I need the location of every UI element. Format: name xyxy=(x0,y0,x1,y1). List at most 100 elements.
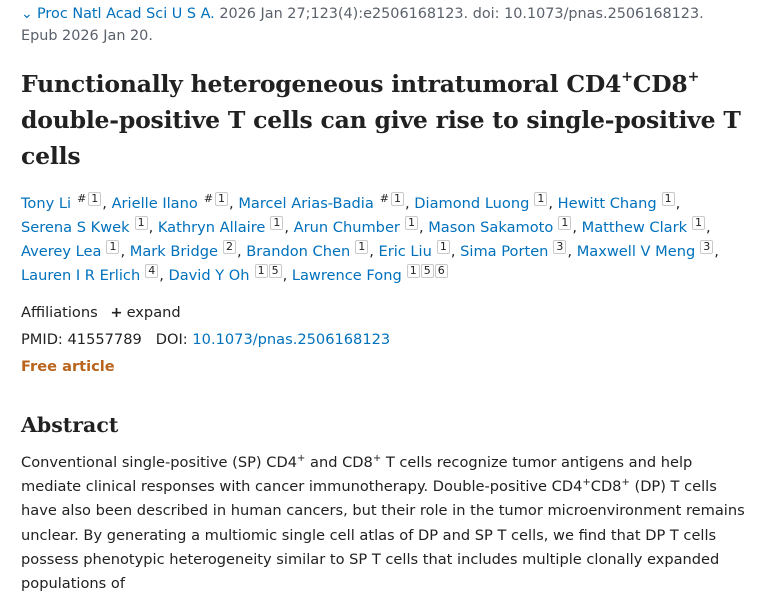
author-link[interactable]: Lawrence Fong xyxy=(291,267,402,284)
author-link[interactable]: Eric Liu xyxy=(378,243,432,260)
citation: ⌄ Proc Natl Acad Sci U S A. 2026 Jan 27;1… xyxy=(21,3,751,47)
author-item: Matthew Clark 1 xyxy=(581,216,706,236)
author-link[interactable]: Hewitt Chang xyxy=(557,195,657,212)
equal-contribution-mark: # xyxy=(379,192,389,206)
author-link[interactable]: Matthew Clark xyxy=(581,219,688,236)
affiliation-ref[interactable]: 1 xyxy=(661,192,675,207)
author-link[interactable]: David Y Oh xyxy=(168,267,250,284)
abstract-heading: Abstract xyxy=(21,413,119,437)
article-title: Functionally heterogeneous intratumoral … xyxy=(21,66,751,174)
author-link[interactable]: Mason Sakamoto xyxy=(428,219,554,236)
author-item: Lawrence Fong 1 5 6 xyxy=(291,264,449,284)
author-affiliation-marks: 1 xyxy=(354,240,369,255)
affiliation-ref[interactable]: 1 xyxy=(270,216,284,231)
author-link[interactable]: Arielle Ilano xyxy=(111,195,198,212)
author-link[interactable]: Averey Lea xyxy=(21,243,102,260)
affiliation-ref[interactable]: 1 xyxy=(558,216,572,231)
author-affiliation-marks: 1 xyxy=(533,192,548,207)
epub-date: Epub 2026 Jan 20. xyxy=(21,28,153,44)
expand-label: expand xyxy=(126,304,181,321)
author-item: Sima Porten 3 xyxy=(460,240,567,260)
affiliation-ref[interactable]: 1 xyxy=(404,216,418,231)
author-list: Tony Li #1, Arielle Ilano #1, Marcel Arias… xyxy=(21,192,719,284)
author-item: Hewitt Chang 1 xyxy=(557,192,676,212)
affiliation-ref[interactable]: 5 xyxy=(420,264,434,279)
journal-link[interactable]: Proc Natl Acad Sci U S A. xyxy=(37,6,215,22)
author-affiliation-marks: #1 xyxy=(75,192,102,207)
title-text-1: Functionally heterogeneous intratumoral … xyxy=(21,70,622,98)
doi-label: DOI: xyxy=(155,331,188,348)
expand-affiliations-button[interactable]: + expand xyxy=(110,304,180,321)
author-link[interactable]: Kathryn Allaire xyxy=(157,219,266,236)
affiliation-ref[interactable]: 5 xyxy=(268,264,282,279)
free-article-badge: Free article xyxy=(21,358,115,375)
author-link[interactable]: Diamond Luong xyxy=(414,195,530,212)
doi-link[interactable]: 10.1073/pnas.2506168123 xyxy=(192,331,391,348)
author-link[interactable]: Arun Chumber xyxy=(293,219,400,236)
author-affiliation-marks: 1 xyxy=(436,240,450,255)
author-link[interactable]: Serena S Kwek xyxy=(21,219,130,236)
author-item: Eric Liu 1 xyxy=(378,240,450,260)
title-sup-1: + xyxy=(621,69,633,86)
author-link[interactable]: Mark Bridge xyxy=(129,243,218,260)
affiliation-ref[interactable]: 1 xyxy=(106,240,120,255)
affiliation-ref[interactable]: 1 xyxy=(436,240,450,255)
affiliation-ref[interactable]: 1 xyxy=(692,216,706,231)
affiliation-ref[interactable]: 1 xyxy=(406,264,420,279)
author-affiliation-marks: 1 xyxy=(691,216,706,231)
author-item: Diamond Luong 1 xyxy=(414,192,548,212)
plus-icon: + xyxy=(110,304,123,321)
author-link[interactable]: Tony Li xyxy=(21,195,72,212)
author-affiliation-marks: 1 xyxy=(269,216,284,231)
affiliation-ref[interactable]: 1 xyxy=(355,240,369,255)
author-link[interactable]: Maxwell V Meng xyxy=(576,243,696,260)
affiliation-ref[interactable]: 3 xyxy=(700,240,714,255)
author-affiliation-marks: 1 xyxy=(661,192,675,207)
author-item: Arielle Ilano #1 xyxy=(111,192,229,212)
author-affiliation-marks: 1 xyxy=(134,216,148,231)
author-affiliation-marks: 3 xyxy=(699,240,714,255)
affiliations-label: Affiliations xyxy=(21,304,98,321)
author-affiliation-marks: 1 xyxy=(557,216,572,231)
title-text-3: double-positive T cells can give rise to… xyxy=(21,106,741,170)
author-link[interactable]: Marcel Arias-Badia xyxy=(238,195,374,212)
affiliation-ref[interactable]: 4 xyxy=(145,264,159,279)
affiliation-ref[interactable]: 6 xyxy=(434,264,448,279)
author-link[interactable]: Sima Porten xyxy=(460,243,549,260)
author-item: Lauren I R Erlich 4 xyxy=(21,264,159,284)
equal-contribution-mark: # xyxy=(203,192,214,206)
author-item: Kathryn Allaire 1 xyxy=(157,216,285,236)
author-affiliation-marks: 3 xyxy=(552,240,567,255)
pmid-value: 41557789 xyxy=(67,331,142,348)
author-item: Mark Bridge 2 xyxy=(129,240,237,260)
title-text-2: CD8 xyxy=(632,70,688,98)
affiliations: Affiliations + expand xyxy=(21,302,181,324)
affiliation-ref[interactable]: 1 xyxy=(134,216,148,231)
title-sup-2: + xyxy=(687,69,700,86)
author-affiliation-marks: 2 xyxy=(222,240,236,255)
author-item: Averey Lea 1 xyxy=(21,240,120,260)
identifiers: PMID: 41557789 DOI: 10.1073/pnas.25061681… xyxy=(21,329,390,351)
author-affiliation-marks: 1 xyxy=(105,240,120,255)
pmid-label: PMID: xyxy=(21,331,63,348)
affiliation-ref[interactable]: 1 xyxy=(534,192,548,207)
abstract-text: Conventional single-positive (SP) CD4+ a… xyxy=(21,453,745,593)
author-item: Brandon Chen 1 xyxy=(246,240,369,260)
affiliation-ref[interactable]: 3 xyxy=(553,240,567,255)
author-link[interactable]: Brandon Chen xyxy=(246,243,351,260)
author-item: Maxwell V Meng 3 xyxy=(576,240,715,260)
chevron-down-icon[interactable]: ⌄ xyxy=(21,6,33,22)
affiliation-ref[interactable]: 1 xyxy=(254,264,268,279)
author-item: Marcel Arias-Badia #1 xyxy=(238,192,405,212)
affiliation-ref[interactable]: 1 xyxy=(391,192,404,207)
author-affiliation-marks: 4 xyxy=(144,264,159,279)
affiliation-ref[interactable]: 1 xyxy=(215,192,229,207)
author-item: Tony Li #1 xyxy=(21,192,102,212)
equal-contribution-mark: # xyxy=(77,192,87,206)
author-link[interactable]: Lauren I R Erlich xyxy=(21,267,141,284)
affiliation-ref[interactable]: 2 xyxy=(222,240,236,255)
author-item: David Y Oh 1 5 xyxy=(168,264,282,284)
affiliation-ref[interactable]: 1 xyxy=(88,192,102,207)
